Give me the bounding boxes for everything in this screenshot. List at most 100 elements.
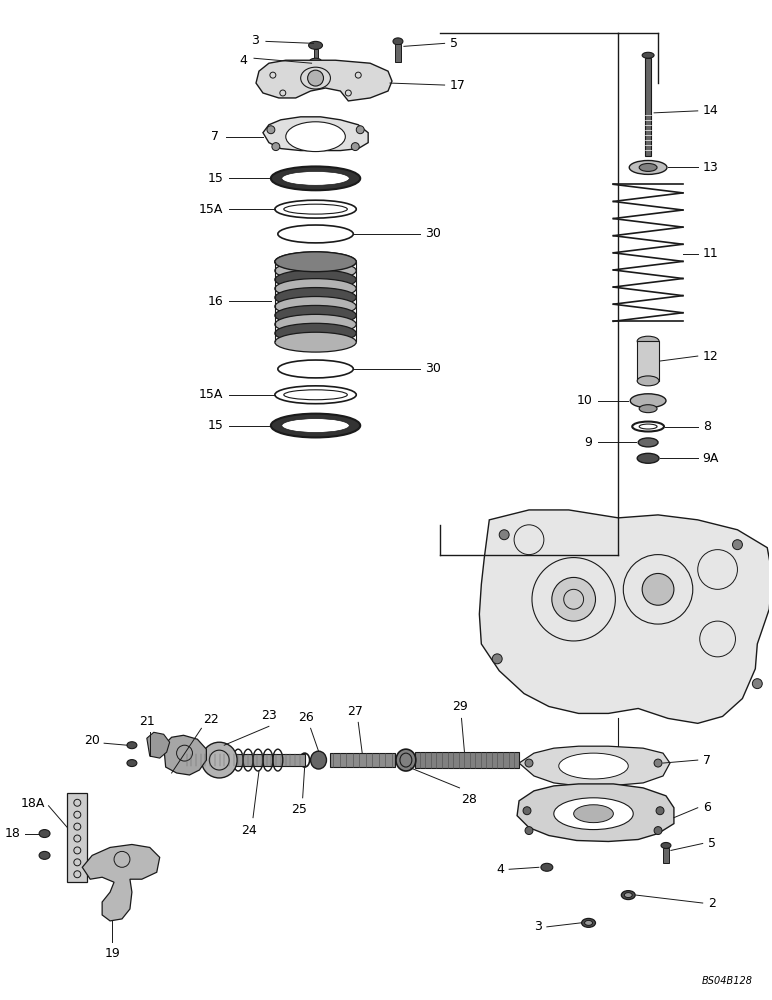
Text: 15: 15	[208, 419, 223, 432]
Ellipse shape	[310, 58, 321, 64]
Text: 14: 14	[703, 104, 719, 117]
Ellipse shape	[309, 41, 323, 49]
Text: 5: 5	[708, 837, 716, 850]
Circle shape	[642, 573, 674, 605]
Polygon shape	[519, 746, 670, 786]
Text: 12: 12	[703, 350, 719, 363]
Ellipse shape	[559, 753, 628, 779]
Circle shape	[267, 126, 275, 134]
Bar	[637, 341, 659, 381]
Circle shape	[523, 807, 531, 815]
Bar	[181, 754, 305, 766]
Text: 6: 6	[703, 801, 710, 814]
Ellipse shape	[282, 171, 349, 185]
Text: 18A: 18A	[20, 797, 45, 810]
Text: 23: 23	[261, 709, 277, 722]
Text: 30: 30	[425, 227, 441, 240]
Bar	[663, 848, 669, 863]
Text: 22: 22	[203, 713, 219, 726]
Ellipse shape	[574, 805, 614, 823]
Text: 15: 15	[208, 172, 223, 185]
Ellipse shape	[637, 376, 659, 386]
Ellipse shape	[621, 891, 635, 900]
Polygon shape	[164, 735, 206, 775]
Ellipse shape	[638, 438, 658, 447]
Ellipse shape	[637, 453, 659, 463]
Ellipse shape	[637, 336, 659, 346]
Polygon shape	[263, 117, 368, 151]
Text: 25: 25	[291, 803, 306, 816]
Polygon shape	[517, 784, 674, 841]
Circle shape	[525, 827, 533, 835]
Text: 4: 4	[239, 54, 247, 67]
Ellipse shape	[393, 38, 403, 45]
Text: 2: 2	[708, 897, 716, 910]
Circle shape	[753, 679, 762, 689]
Ellipse shape	[275, 323, 356, 343]
Ellipse shape	[39, 851, 50, 859]
Bar	[67, 793, 87, 882]
Text: 5: 5	[449, 37, 458, 50]
Circle shape	[272, 143, 279, 151]
Ellipse shape	[275, 332, 356, 352]
Circle shape	[654, 827, 662, 835]
Ellipse shape	[275, 261, 356, 281]
Text: 11: 11	[703, 247, 719, 260]
Ellipse shape	[310, 751, 327, 769]
Text: 8: 8	[703, 420, 711, 433]
Circle shape	[351, 143, 359, 151]
Circle shape	[733, 540, 743, 550]
Text: 27: 27	[347, 705, 363, 718]
Ellipse shape	[554, 798, 633, 830]
Text: 10: 10	[577, 394, 593, 407]
Ellipse shape	[396, 749, 416, 771]
Bar	[313, 49, 317, 59]
Bar	[330, 753, 395, 767]
Ellipse shape	[286, 122, 345, 152]
Ellipse shape	[630, 394, 666, 408]
Ellipse shape	[541, 863, 553, 871]
Circle shape	[525, 759, 533, 767]
Ellipse shape	[275, 252, 356, 272]
Circle shape	[656, 807, 664, 815]
Text: 24: 24	[241, 824, 257, 837]
Polygon shape	[83, 844, 160, 921]
Text: 20: 20	[84, 734, 100, 747]
Ellipse shape	[275, 314, 356, 334]
Ellipse shape	[275, 270, 356, 290]
Text: 9: 9	[584, 436, 593, 449]
Ellipse shape	[275, 279, 356, 298]
Text: 3: 3	[251, 34, 259, 47]
Text: 29: 29	[452, 700, 467, 713]
Ellipse shape	[275, 252, 356, 272]
Ellipse shape	[639, 163, 657, 171]
Ellipse shape	[271, 166, 361, 190]
Text: BS04B128: BS04B128	[701, 976, 753, 986]
Ellipse shape	[625, 893, 632, 898]
Ellipse shape	[642, 52, 654, 58]
Text: 28: 28	[462, 793, 477, 806]
Circle shape	[499, 530, 510, 540]
Circle shape	[307, 70, 323, 86]
Ellipse shape	[639, 405, 657, 413]
Text: 15A: 15A	[199, 203, 223, 216]
Text: 3: 3	[534, 920, 542, 933]
Text: 7: 7	[703, 754, 711, 767]
Ellipse shape	[629, 160, 667, 174]
Ellipse shape	[275, 288, 356, 307]
Text: 21: 21	[139, 715, 154, 728]
Text: 13: 13	[703, 161, 719, 174]
Text: 17: 17	[449, 79, 466, 92]
Text: 30: 30	[425, 362, 441, 375]
Circle shape	[552, 577, 595, 621]
Ellipse shape	[275, 296, 356, 316]
Text: 19: 19	[104, 947, 120, 960]
Circle shape	[654, 759, 662, 767]
Ellipse shape	[275, 305, 356, 325]
Ellipse shape	[581, 918, 595, 927]
Ellipse shape	[127, 742, 137, 749]
Text: 16: 16	[208, 295, 223, 308]
Bar	[645, 58, 651, 156]
Text: 9A: 9A	[703, 452, 719, 465]
Text: 26: 26	[298, 711, 313, 724]
